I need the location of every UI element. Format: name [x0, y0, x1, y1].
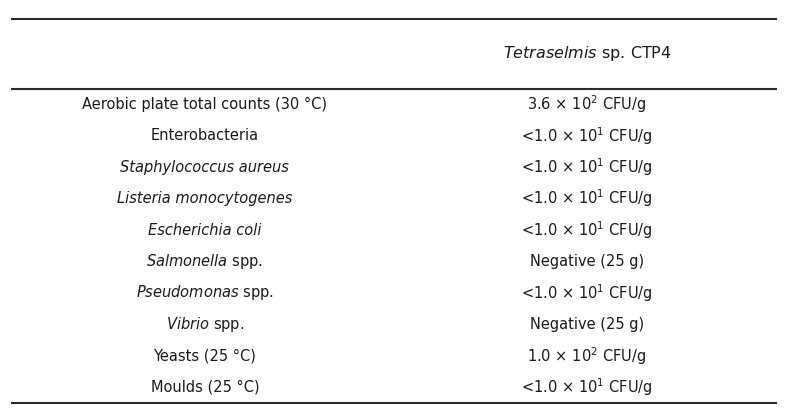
Text: 1.0 × 10$^{\mathregular{2}}$ CFU/g: 1.0 × 10$^{\mathregular{2}}$ CFU/g — [527, 345, 647, 367]
Text: <1.0 × 10$^{\mathregular{1}}$ CFU/g: <1.0 × 10$^{\mathregular{1}}$ CFU/g — [522, 156, 652, 178]
Text: Escherichia coli: Escherichia coli — [148, 222, 262, 238]
Text: <1.0 × 10$^{\mathregular{1}}$ CFU/g: <1.0 × 10$^{\mathregular{1}}$ CFU/g — [522, 282, 652, 304]
Text: Moulds (25 °C): Moulds (25 °C) — [151, 380, 259, 395]
Text: $\mathit{Pseudomonas}$ spp.: $\mathit{Pseudomonas}$ spp. — [136, 283, 274, 302]
Text: Negative (25 g): Negative (25 g) — [530, 317, 644, 332]
Text: Listeria monocytogenes: Listeria monocytogenes — [117, 191, 292, 206]
Text: Negative (25 g): Negative (25 g) — [530, 254, 644, 269]
Text: Staphylococcus aureus: Staphylococcus aureus — [121, 160, 289, 175]
Text: $\mathit{Tetraselmis}$ sp. CTP4: $\mathit{Tetraselmis}$ sp. CTP4 — [503, 44, 671, 63]
Text: 3.6 × 10$^{\mathregular{2}}$ CFU/g: 3.6 × 10$^{\mathregular{2}}$ CFU/g — [527, 94, 647, 115]
Text: Yeasts (25 °C): Yeasts (25 °C) — [154, 348, 256, 363]
Text: <1.0 × 10$^{\mathregular{1}}$ CFU/g: <1.0 × 10$^{\mathregular{1}}$ CFU/g — [522, 125, 652, 147]
Text: Aerobic plate total counts (30 °C): Aerobic plate total counts (30 °C) — [83, 97, 327, 112]
Text: <1.0 × 10$^{\mathregular{1}}$ CFU/g: <1.0 × 10$^{\mathregular{1}}$ CFU/g — [522, 377, 652, 398]
Text: Enterobacteria: Enterobacteria — [151, 128, 259, 143]
Text: <1.0 × 10$^{\mathregular{1}}$ CFU/g: <1.0 × 10$^{\mathregular{1}}$ CFU/g — [522, 188, 652, 209]
Text: <1.0 × 10$^{\mathregular{1}}$ CFU/g: <1.0 × 10$^{\mathregular{1}}$ CFU/g — [522, 219, 652, 241]
Text: $\mathit{Vibrio}$ spp.: $\mathit{Vibrio}$ spp. — [165, 315, 244, 334]
Text: $\mathit{Salmonella}$ spp.: $\mathit{Salmonella}$ spp. — [147, 252, 263, 271]
